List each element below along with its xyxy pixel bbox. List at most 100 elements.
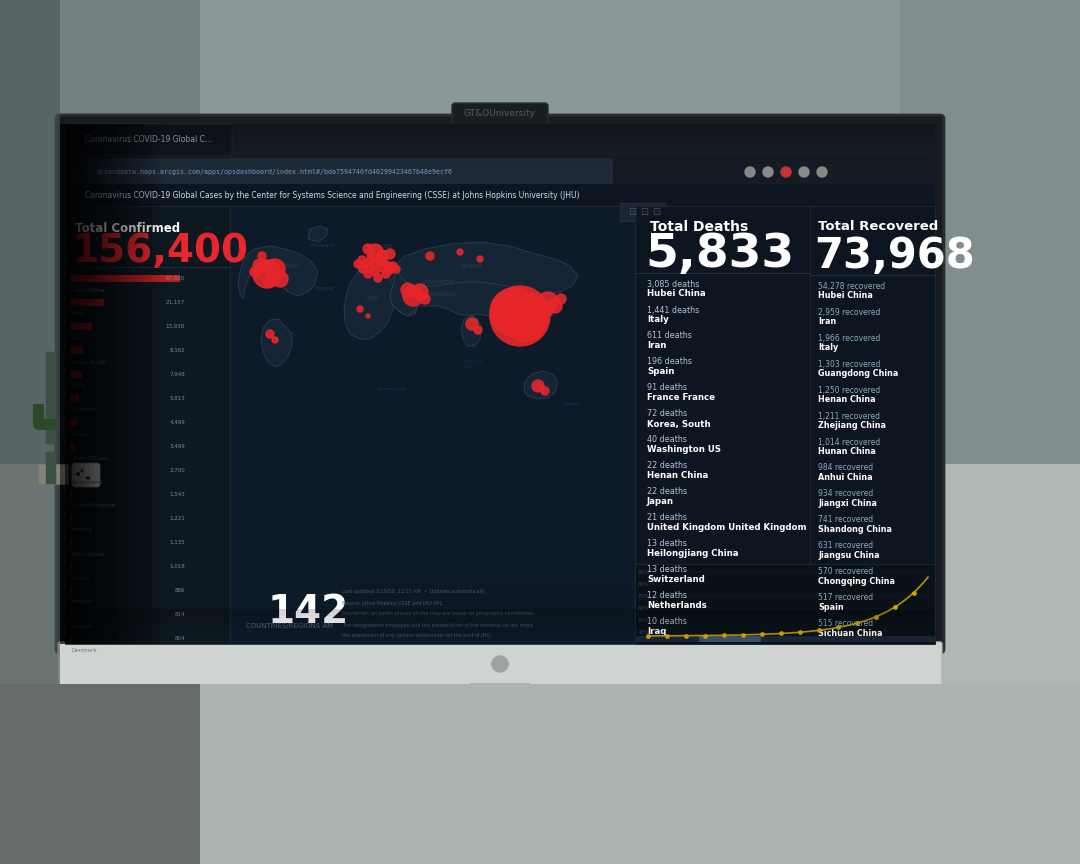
Bar — [70, 491, 72, 498]
Text: MONGOLIA: MONGOLIA — [430, 291, 457, 296]
Circle shape — [544, 308, 552, 316]
Circle shape — [411, 284, 428, 300]
Text: Source: Johns Hopkins CSSE and JHU APL.: Source: Johns Hopkins CSSE and JHU APL. — [342, 600, 444, 606]
Bar — [65, 124, 935, 157]
Bar — [46, 452, 56, 484]
Text: COUNTRIES/REGIONS AM: COUNTRIES/REGIONS AM — [246, 623, 333, 629]
Circle shape — [265, 259, 285, 279]
Text: Spain: Spain — [647, 367, 674, 377]
Circle shape — [389, 262, 397, 270]
Text: RUSSIA: RUSSIA — [460, 264, 483, 269]
Text: Anhui China: Anhui China — [818, 473, 873, 482]
Circle shape — [367, 244, 383, 260]
Bar — [46, 412, 56, 444]
Text: Iran: Iran — [71, 335, 82, 340]
Text: Denmark: Denmark — [71, 647, 96, 652]
Text: Total Deaths: Total Deaths — [650, 220, 748, 234]
Text: Heilongjiang China: Heilongjiang China — [647, 550, 739, 558]
Circle shape — [264, 275, 276, 287]
Text: France: France — [71, 431, 90, 436]
Text: Italy: Italy — [647, 315, 669, 325]
Bar — [70, 587, 72, 594]
Polygon shape — [390, 286, 418, 316]
Text: KAZAKHSTAN: KAZAKHSTAN — [422, 279, 455, 284]
Text: 13,938: 13,938 — [165, 323, 185, 328]
Bar — [0, 464, 249, 864]
Text: 5,813: 5,813 — [170, 396, 185, 401]
Text: 515 recovered: 515 recovered — [818, 619, 873, 628]
Circle shape — [509, 295, 523, 309]
Bar — [70, 539, 72, 546]
Text: 80%: 80% — [638, 581, 650, 587]
Bar — [0, 684, 1080, 864]
Circle shape — [501, 319, 515, 333]
Text: Italy: Italy — [71, 312, 83, 316]
Text: Total Recovered: Total Recovered — [818, 220, 939, 233]
Text: The designations employed and the presentation of the material do not imply: The designations employed and the presen… — [342, 622, 534, 627]
Text: Jakarta: Jakarta — [565, 402, 580, 406]
Polygon shape — [502, 319, 522, 344]
Text: 13 deaths: 13 deaths — [647, 539, 687, 549]
Bar — [340, 584, 630, 639]
Circle shape — [249, 267, 260, 277]
Text: 73,968: 73,968 — [814, 235, 975, 277]
Circle shape — [474, 326, 482, 334]
Text: CHINA: CHINA — [500, 294, 517, 298]
Text: 984 recovered: 984 recovered — [818, 463, 873, 473]
Circle shape — [357, 256, 366, 264]
Bar — [65, 124, 935, 644]
Circle shape — [266, 330, 274, 338]
Text: 1,221: 1,221 — [170, 516, 185, 520]
Circle shape — [258, 252, 266, 260]
Bar — [46, 352, 56, 384]
Circle shape — [526, 322, 538, 334]
FancyBboxPatch shape — [68, 124, 232, 156]
Text: Italy: Italy — [818, 344, 838, 353]
FancyBboxPatch shape — [58, 642, 942, 686]
Bar — [65, 184, 935, 206]
Circle shape — [525, 304, 545, 324]
Text: 22 deaths: 22 deaths — [647, 461, 687, 471]
Circle shape — [376, 257, 384, 265]
Point — [810, 624, 827, 638]
Bar — [70, 563, 72, 570]
Text: 3,499: 3,499 — [170, 443, 185, 448]
Circle shape — [366, 314, 370, 318]
Polygon shape — [261, 319, 292, 367]
Text: UKRAINE: UKRAINE — [370, 255, 392, 259]
Bar — [70, 371, 82, 378]
Text: 40 deaths: 40 deaths — [647, 435, 687, 444]
Bar — [70, 443, 75, 450]
Text: 517 recovered: 517 recovered — [818, 594, 873, 602]
Text: CANADA: CANADA — [280, 264, 301, 269]
Bar — [70, 347, 83, 354]
FancyBboxPatch shape — [699, 636, 761, 642]
Bar — [0, 0, 200, 464]
Circle shape — [367, 254, 375, 262]
Text: 40%: 40% — [638, 630, 650, 634]
Bar — [635, 273, 810, 274]
Text: United Kingdom United Kingdom: United Kingdom United Kingdom — [647, 524, 807, 532]
Text: Disclaimer: all points placed on the map are based on geographic coordinates.: Disclaimer: all points placed on the map… — [342, 612, 535, 617]
Circle shape — [495, 305, 525, 335]
Polygon shape — [357, 256, 396, 286]
Circle shape — [556, 294, 566, 304]
Circle shape — [364, 270, 372, 278]
Text: 1,211 recovered: 1,211 recovered — [818, 411, 880, 421]
Text: 156,400: 156,400 — [72, 232, 249, 270]
Text: Korea, South: Korea, South — [647, 420, 711, 429]
Circle shape — [532, 380, 544, 392]
Text: 814: 814 — [175, 612, 185, 617]
Ellipse shape — [85, 477, 91, 480]
Text: United Kingdom: United Kingdom — [71, 504, 116, 509]
Circle shape — [382, 270, 390, 278]
Text: United States: United States — [71, 455, 108, 461]
Text: 1,303 recovered: 1,303 recovered — [818, 359, 880, 369]
Text: Iran: Iran — [818, 317, 836, 327]
Text: Arabian
Sea: Arabian Sea — [464, 359, 483, 370]
Circle shape — [253, 260, 281, 288]
Text: 1,250 recovered: 1,250 recovered — [818, 385, 880, 395]
Circle shape — [518, 296, 534, 312]
Text: Guangdong China: Guangdong China — [818, 370, 899, 378]
Circle shape — [372, 260, 379, 268]
